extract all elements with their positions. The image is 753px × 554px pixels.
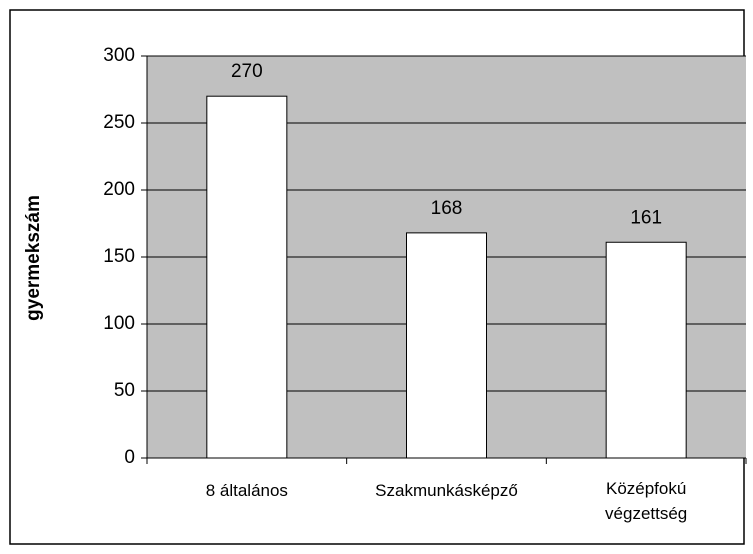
x-tick-label: 8 általános bbox=[205, 481, 288, 500]
data-label: 270 bbox=[231, 61, 263, 82]
bar bbox=[206, 95, 288, 459]
x-tick-label: Szakmunkásképző bbox=[375, 481, 518, 500]
bar bbox=[406, 232, 487, 459]
y-tick-label: 300 bbox=[103, 45, 135, 66]
y-tick-label: 100 bbox=[103, 313, 135, 334]
data-label: 168 bbox=[431, 198, 463, 219]
y-tick-label: 50 bbox=[114, 380, 135, 401]
y-tick-label: 150 bbox=[103, 246, 135, 267]
data-label: 161 bbox=[630, 207, 662, 228]
y-tick-label: 0 bbox=[124, 447, 135, 468]
y-axis-label: gyermekszám bbox=[23, 195, 44, 321]
bar bbox=[605, 241, 687, 459]
x-tick-label: Középfokú végzettség bbox=[605, 479, 688, 523]
y-tick-label: 250 bbox=[103, 112, 135, 133]
y-tick-label: 200 bbox=[103, 179, 135, 200]
